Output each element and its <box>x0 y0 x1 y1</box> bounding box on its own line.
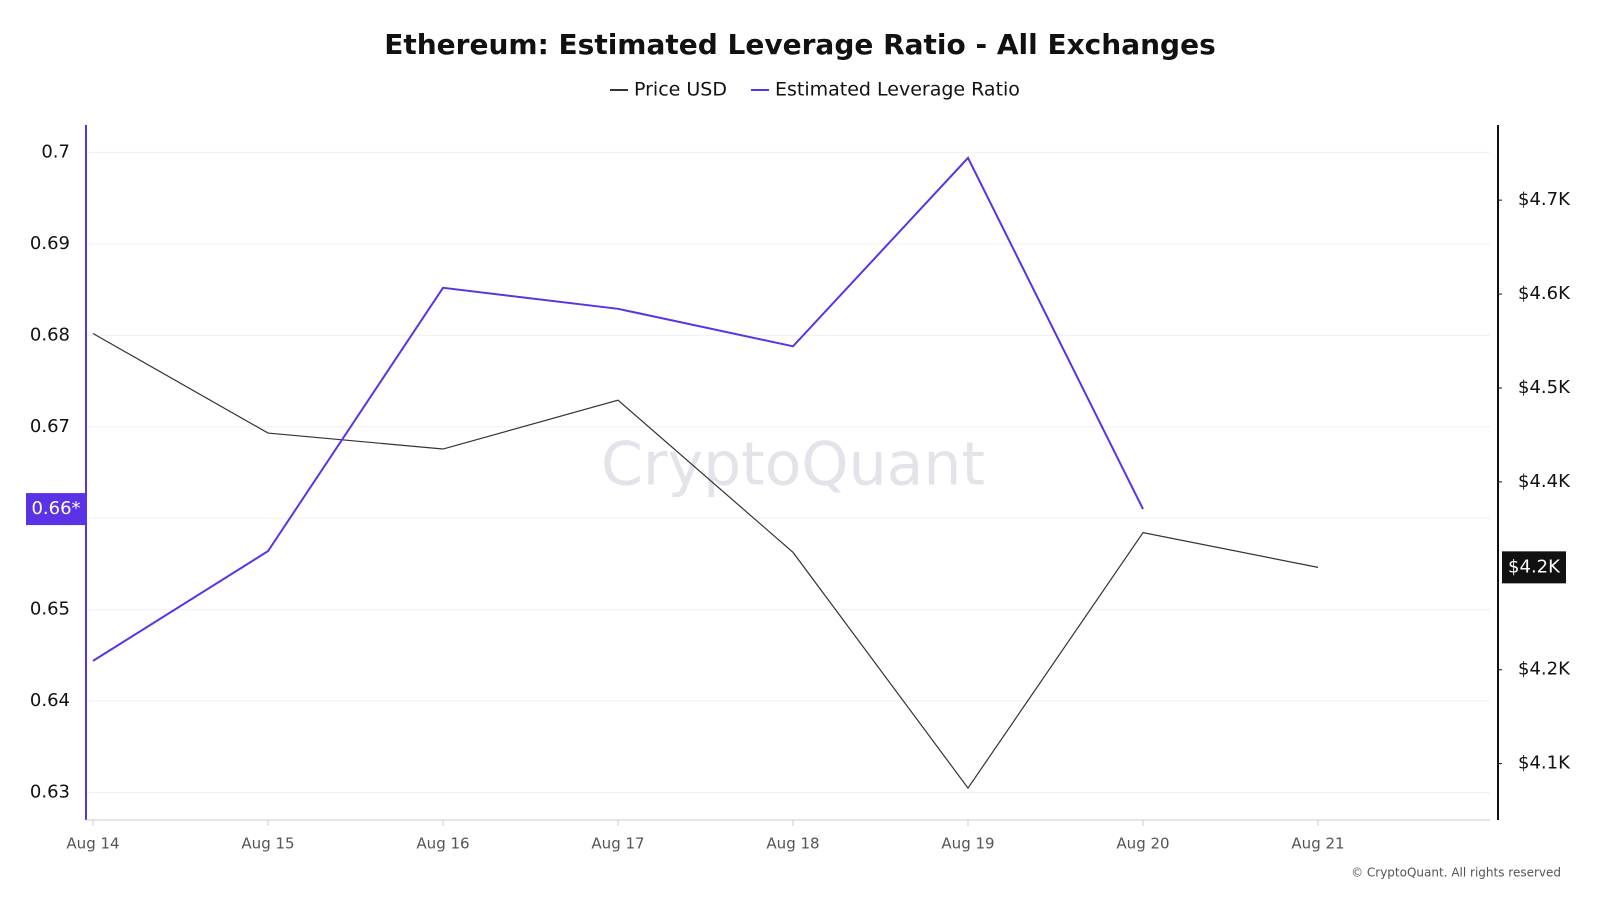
y-tick-label: 0.64 <box>30 690 70 711</box>
grid <box>86 151 1490 794</box>
x-tick-label: Aug 20 <box>1116 835 1169 853</box>
y-tick-label: 0.63 <box>30 782 70 803</box>
x-tick-label: Aug 21 <box>1291 835 1344 853</box>
y2-tick-label: $4.5K <box>1518 377 1571 398</box>
x-tick-label: Aug 14 <box>66 835 119 853</box>
y-tick-label: 0.69 <box>30 233 70 254</box>
y2-tick-label: $4.4K <box>1518 471 1571 492</box>
legend-label: Estimated Leverage Ratio <box>775 79 1020 101</box>
x-tick-label: Aug 17 <box>591 835 644 853</box>
y-tick-label: 0.7 <box>41 141 70 162</box>
x-tick-label: Aug 18 <box>766 835 819 853</box>
y-tick-label: 0.67 <box>30 416 70 437</box>
last-value-badge <box>1502 551 1566 584</box>
y2-tick-label: $4.6K <box>1518 283 1571 304</box>
last-value-label: $4.2K <box>1508 556 1561 577</box>
x-tick-label: Aug 19 <box>941 835 994 853</box>
copyright: © CryptoQuant. All rights reserved <box>1351 866 1561 880</box>
x-tick-label: Aug 16 <box>416 835 469 853</box>
legend-label: Price USD <box>634 79 727 101</box>
y2-tick-label: $4.2K <box>1518 659 1571 680</box>
last-value-badge <box>26 493 86 526</box>
legend: Price USD Estimated Leverage Ratio <box>610 79 1020 101</box>
y-tick-label: 0.68 <box>30 324 70 345</box>
series-line <box>92 332 1319 790</box>
y-tick-label: 0.65 <box>30 599 70 620</box>
last-value-label: 0.66* <box>31 498 80 519</box>
chart-title: Ethereum: Estimated Leverage Ratio - All… <box>384 28 1216 61</box>
series-line <box>92 156 1144 662</box>
watermark: CryptoQuant <box>601 430 985 500</box>
y2-tick-label: $4.1K <box>1518 753 1571 774</box>
y2-tick-label: $4.7K <box>1518 189 1571 210</box>
x-tick-label: Aug 15 <box>241 835 294 853</box>
